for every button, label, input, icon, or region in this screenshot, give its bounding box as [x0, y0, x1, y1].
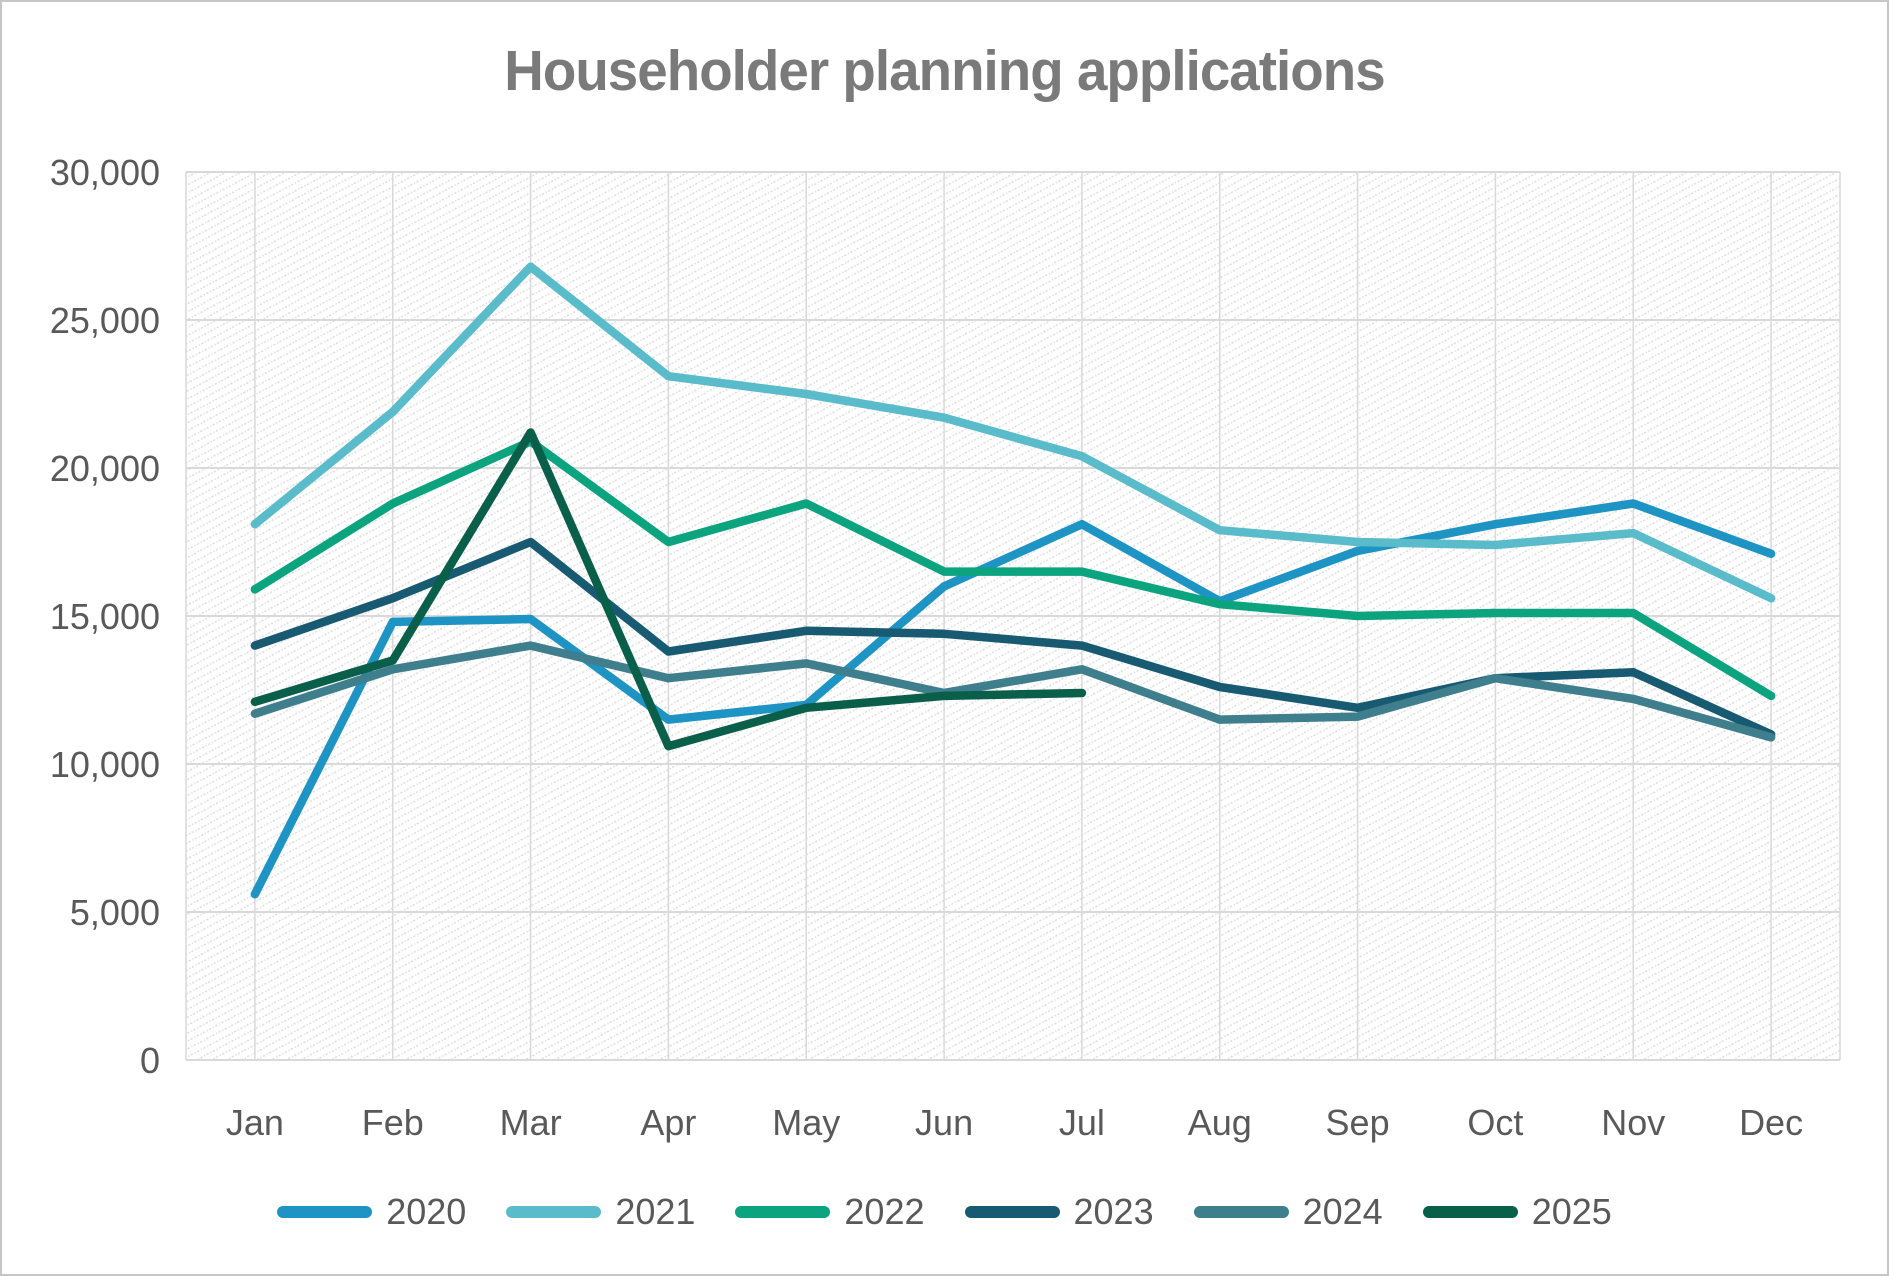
x-axis-label: Aug: [1188, 1102, 1252, 1143]
legend-swatch-2024: [1193, 1206, 1289, 1218]
y-axis-label: 15,000: [50, 596, 160, 637]
legend-label: 2025: [1531, 1191, 1612, 1232]
x-axis-labels: Jan Feb Mar Apr May Jun Jul Aug Sep Oct Nov Dec: [226, 1102, 1803, 1143]
y-axis-label: 0: [140, 1040, 160, 1081]
legend-label: 2022: [844, 1191, 925, 1232]
series-line-2023: [250, 537, 1776, 739]
legend-label: 2023: [1073, 1191, 1154, 1232]
x-axis-label: Jan: [226, 1102, 284, 1143]
horizontal-gridlines: [186, 171, 1840, 1061]
legend-item-2023: 2023: [964, 1191, 1154, 1232]
series-line-2024: [250, 641, 1776, 742]
series-line-2020: [250, 499, 1776, 899]
legend-item-2020: 2020: [277, 1194, 466, 1230]
x-axis-label: Nov: [1601, 1102, 1665, 1143]
legend-item-2024: 2024: [1193, 1191, 1383, 1232]
series-lines: [250, 262, 1776, 899]
legend-label: 2024: [1302, 1191, 1383, 1232]
y-axis-label: 5,000: [70, 892, 160, 933]
legend-item-2022: 2022: [735, 1191, 925, 1232]
y-axis-label: 25,000: [50, 300, 160, 341]
legend-label: 2020: [386, 1191, 467, 1232]
x-axis-label: Apr: [640, 1102, 696, 1143]
x-axis-label: Mar: [500, 1102, 562, 1143]
x-axis-label: Jul: [1059, 1102, 1105, 1143]
x-axis-label: Oct: [1467, 1102, 1523, 1143]
x-axis-label: Feb: [362, 1102, 424, 1143]
y-axis-label: 30,000: [50, 152, 160, 193]
legend-item-2021: 2021: [506, 1194, 695, 1230]
y-axis-label: 20,000: [50, 448, 160, 489]
y-axis-label: 10,000: [50, 744, 160, 785]
series-line-2022: [250, 437, 1776, 701]
legend-swatch-2023: [964, 1206, 1060, 1218]
series-line-2025: [250, 428, 1087, 751]
legend-swatch-2025: [1422, 1206, 1518, 1218]
legend-item-2025: 2025: [1422, 1191, 1612, 1232]
chart-title: Householder planning applications: [504, 39, 1385, 103]
legend-swatch-2022: [735, 1206, 831, 1218]
series-line-2021: [250, 262, 1776, 603]
x-axis-label: May: [772, 1102, 840, 1143]
x-axis-label: Jun: [915, 1102, 973, 1143]
chart-legend: 2020 2021 2022 2023 2024 2025: [2, 1194, 1887, 1230]
x-axis-label: Dec: [1739, 1102, 1803, 1143]
x-axis-label: Sep: [1326, 1102, 1390, 1143]
legend-label: 2021: [615, 1191, 696, 1232]
legend-swatch-2021: [506, 1206, 602, 1218]
y-axis-labels: 30,000 25,000 20,000 15,000 10,000 5,000 0: [50, 152, 160, 1081]
legend-swatch-2020: [277, 1206, 373, 1218]
